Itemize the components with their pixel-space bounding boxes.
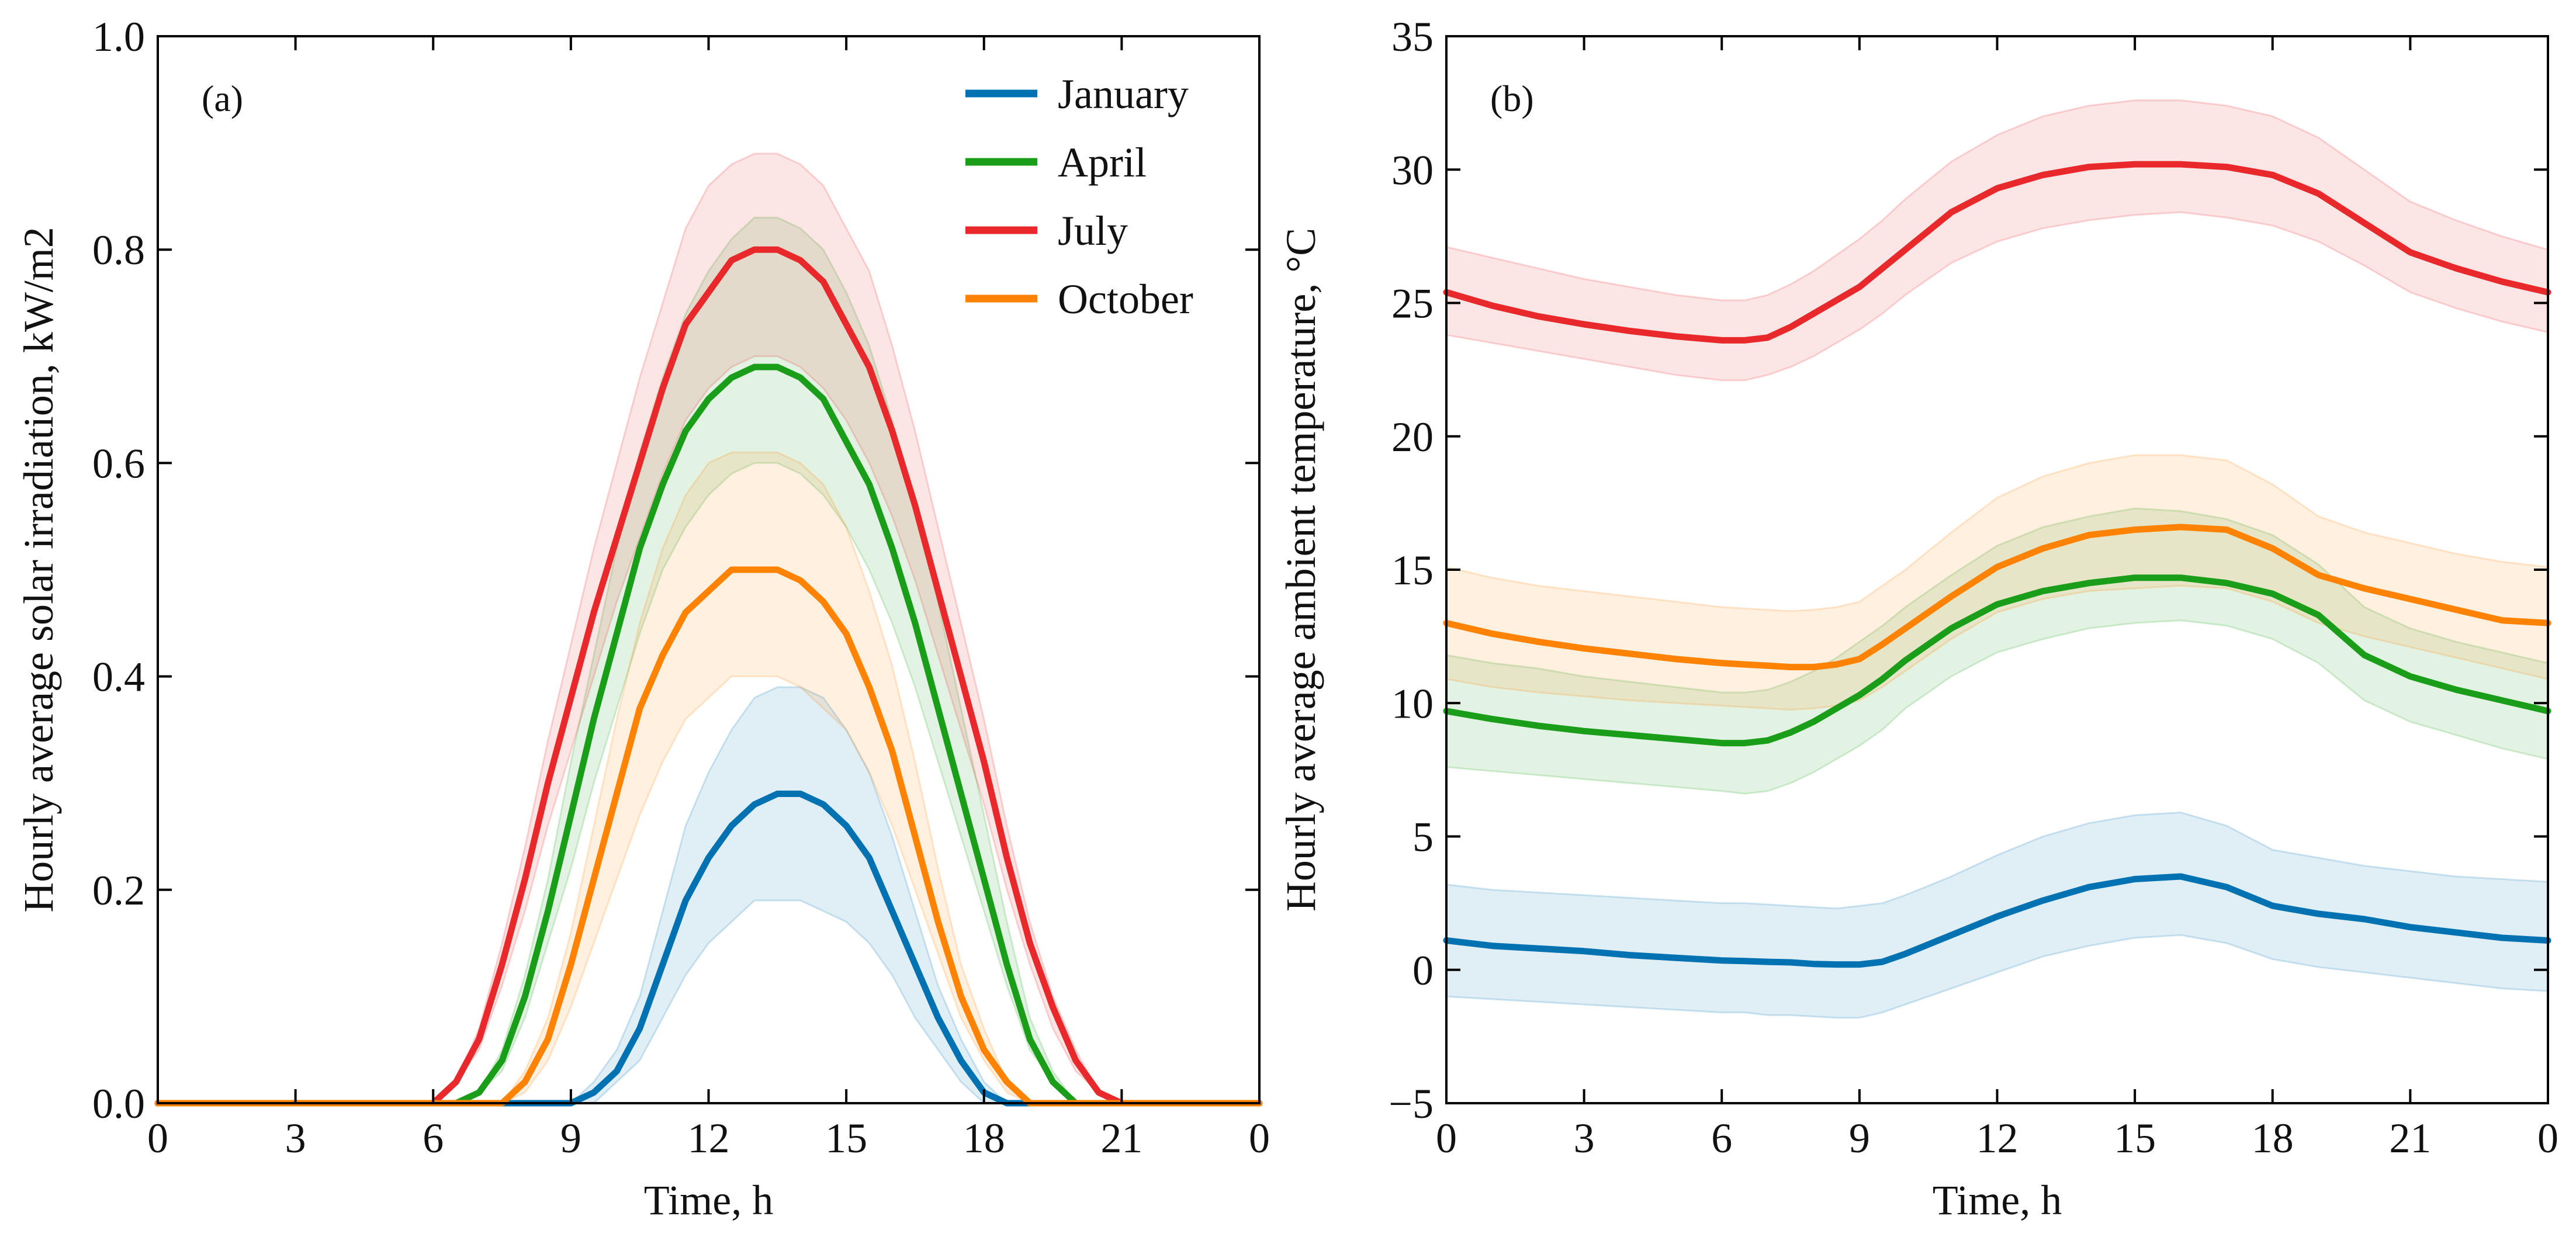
- x-tick-label-b: 21: [2389, 1115, 2431, 1162]
- band-july-a: [158, 153, 1259, 1104]
- y-tick-label-a: 0.2: [92, 867, 145, 914]
- y-tick-label-a: 0.4: [92, 654, 145, 701]
- legend-label-january: January: [1058, 71, 1189, 117]
- x-tick-label-b: 18: [2252, 1115, 2294, 1162]
- x-tick-label-b: 12: [1976, 1115, 2018, 1162]
- y-tick-label-b: 30: [1391, 147, 1434, 193]
- y-tick-label-b: 25: [1391, 280, 1434, 327]
- y-tick-label-b: −5: [1389, 1080, 1434, 1127]
- y-tick-label-a: 0.0: [92, 1080, 145, 1127]
- legend-label-july: July: [1058, 207, 1128, 254]
- panel-label-b: (b): [1490, 78, 1534, 119]
- band-july-b: [1445, 99, 2549, 382]
- x-tick-label-b: 0: [1436, 1115, 1457, 1162]
- y-tick-label-b: 35: [1391, 13, 1434, 60]
- x-tick-label-a: 9: [560, 1115, 581, 1162]
- x-tick-label-a: 18: [963, 1115, 1005, 1162]
- y-tick-label-b: 10: [1391, 680, 1434, 727]
- x-tick-label-b: 15: [2114, 1115, 2156, 1162]
- y-tick-label-b: 15: [1391, 547, 1434, 594]
- x-tick-label-a: 12: [688, 1115, 730, 1162]
- x-tick-label-a: 0: [147, 1115, 168, 1162]
- y-axis-title-b: Hourly average ambient temperature, °C: [1277, 228, 1324, 912]
- series-line-january-b: [1443, 873, 2551, 968]
- series-line-april-b: [1443, 574, 2551, 747]
- x-axis-title-b: Time, h: [1933, 1177, 2062, 1224]
- panel-label-a: (a): [202, 78, 243, 119]
- band-october-a: [158, 451, 1259, 1104]
- y-tick-label-a: 1.0: [92, 13, 145, 60]
- series-line-october-b: [1443, 524, 2551, 671]
- x-tick-label-b: 0: [2537, 1115, 2558, 1162]
- y-tick-label-b: 0: [1412, 947, 1434, 994]
- y-axis-title-a: Hourly average solar irradiation, kW/m2: [15, 227, 62, 913]
- legend-label-october: October: [1058, 276, 1193, 323]
- x-tick-label-a: 6: [423, 1115, 444, 1162]
- x-tick-label-a: 15: [825, 1115, 867, 1162]
- x-tick-label-a: 3: [285, 1115, 306, 1162]
- x-axis-title-a: Time, h: [644, 1177, 773, 1224]
- x-tick-label-b: 9: [1849, 1115, 1870, 1162]
- x-tick-label-a: 21: [1100, 1115, 1142, 1162]
- series-line-july-b: [1443, 161, 2551, 344]
- legend-label-april: April: [1058, 139, 1147, 186]
- x-tick-label-b: 3: [1574, 1115, 1595, 1162]
- band-january-a: [158, 686, 1259, 1104]
- y-tick-label-a: 0.6: [92, 440, 145, 487]
- x-tick-label-b: 6: [1711, 1115, 1732, 1162]
- y-tick-label-b: 5: [1412, 814, 1434, 861]
- y-tick-label-a: 0.8: [92, 227, 145, 273]
- x-tick-label-a: 0: [1249, 1115, 1270, 1162]
- y-tick-label-b: 20: [1391, 414, 1434, 460]
